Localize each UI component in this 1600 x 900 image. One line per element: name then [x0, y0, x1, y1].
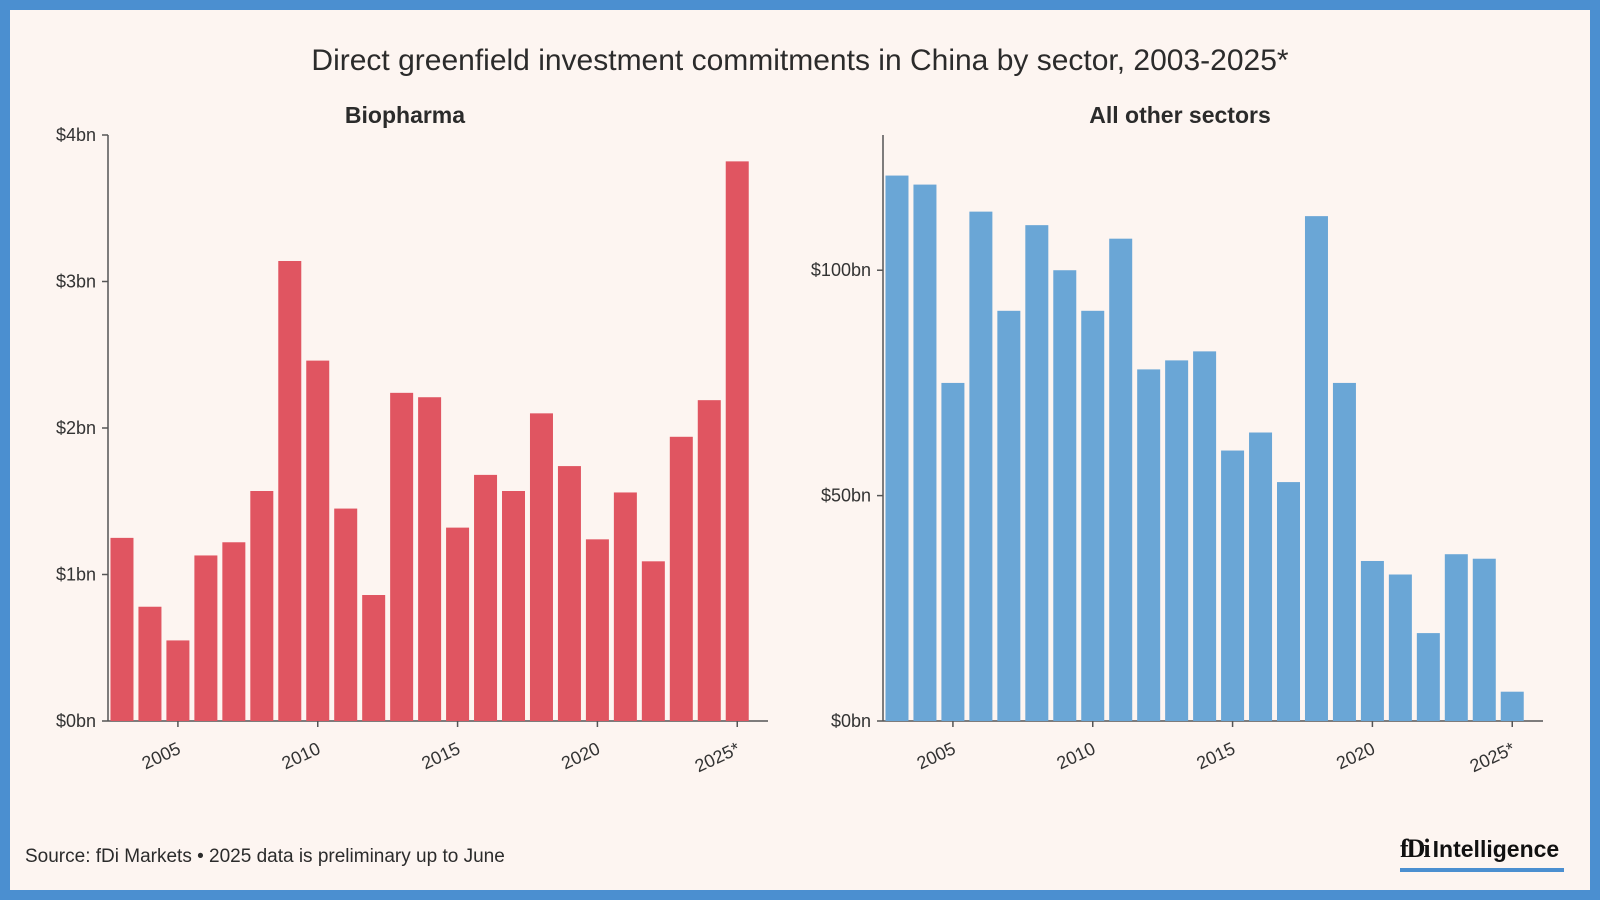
other-sectors-bar-2012	[1137, 369, 1161, 721]
other-sectors-bar-2021	[1388, 574, 1412, 721]
other-sectors-bar-2020	[1360, 560, 1384, 721]
other-sectors-bar-2003	[885, 175, 909, 722]
biopharma-x-tick-label: 2020	[558, 738, 603, 773]
biopharma-bar-2020	[585, 539, 609, 721]
biopharma-bar-2007	[222, 542, 246, 721]
biopharma-y-tick-label: $4bn	[56, 125, 96, 145]
other-sectors-x-tick-label: 2015	[1193, 738, 1238, 773]
other-sectors-bar-2009	[1053, 270, 1077, 721]
panel-title-biopharma: Biopharma	[344, 102, 466, 128]
other-sectors-bar-2004	[913, 184, 937, 722]
other-sectors-bar-2014	[1193, 351, 1217, 721]
logo-mark: fDi	[1400, 834, 1431, 863]
other-sectors-y-tick-label: $100bn	[811, 260, 871, 280]
biopharma-bar-2004	[138, 606, 162, 721]
biopharma-bar-2010	[306, 360, 330, 721]
other-sectors-bar-2013	[1165, 360, 1189, 721]
other-sectors-x-tick-label: 2010	[1054, 738, 1099, 773]
biopharma-bar-2013	[390, 392, 414, 721]
biopharma-bar-2021	[613, 492, 637, 721]
biopharma-y-tick-label: $0bn	[56, 711, 96, 731]
biopharma-bar-2017	[502, 490, 526, 721]
other-sectors-bar-2005	[941, 382, 965, 721]
other-sectors-bar-2019	[1332, 382, 1356, 721]
source-note: Source: fDi Markets • 2025 data is preli…	[25, 846, 505, 867]
biopharma-bar-2003	[110, 537, 134, 721]
biopharma-y-tick-label: $3bn	[56, 272, 96, 292]
other-sectors-x-tick-label: 2025*	[1467, 738, 1518, 776]
biopharma-bar-2012	[362, 595, 386, 721]
biopharma-x-tick-label: 2015	[418, 738, 463, 773]
other-sectors-x-tick-label: 2020	[1333, 738, 1378, 773]
chart-frame: Direct greenfield investment commitments…	[10, 10, 1590, 890]
other-sectors-bar-2022	[1416, 633, 1440, 721]
other-sectors-bar-2023	[1444, 554, 1468, 721]
biopharma-bar-2011	[334, 508, 358, 721]
biopharma-bar-2022	[641, 561, 665, 721]
biopharma-bar-2023	[669, 436, 693, 721]
biopharma-bar-2008	[250, 490, 274, 721]
other-sectors-bar-2011	[1109, 238, 1133, 721]
fdi-intelligence-logo: fDi Intelligence	[1400, 834, 1564, 874]
other-sectors-bar-2016	[1249, 432, 1273, 721]
other-sectors-bar-2017	[1277, 482, 1301, 721]
biopharma-bar-2009	[278, 260, 302, 721]
biopharma-bar-2025*	[725, 161, 749, 721]
charts-svg: $0bn $1bn $2bn $3bn $4bn 2005 2010 2015 2020 2025…	[56, 125, 1543, 776]
other-sectors-bar-2024	[1472, 558, 1496, 721]
biopharma-bar-2016	[474, 474, 498, 721]
biopharma-y-tick-label: $1bn	[56, 565, 96, 585]
biopharma-bar-2018	[529, 413, 553, 721]
biopharma-x-tick-label: 2010	[279, 738, 324, 773]
other-sectors-bar-2008	[1025, 225, 1049, 721]
other-sectors-bar-2010	[1081, 310, 1105, 721]
logo-underline	[1400, 868, 1564, 872]
other-sectors-bar-2006	[969, 211, 993, 721]
logo-brand: Intelligence	[1432, 836, 1560, 862]
biopharma-bar-2015	[446, 527, 470, 721]
biopharma-x-tick-label: 2025*	[692, 738, 743, 776]
biopharma-bar-2024	[697, 400, 721, 721]
other-sectors-y-tick-label: $0bn	[831, 711, 871, 731]
biopharma-x-tick-label: 2005	[139, 738, 184, 773]
other-sectors-bar-2025*	[1500, 691, 1524, 721]
other-sectors-y-tick-label: $50bn	[821, 486, 871, 506]
other-sectors-bar-2007	[997, 310, 1021, 721]
biopharma-bar-2005	[166, 640, 190, 721]
biopharma-bar-2006	[194, 555, 218, 721]
biopharma-y-tick-label: $2bn	[56, 418, 96, 438]
other-sectors-bar-2018	[1304, 216, 1328, 721]
biopharma-bar-2019	[557, 466, 581, 721]
other-sectors-bar-2015	[1221, 450, 1245, 721]
panel-title-other-sectors: All other sectors	[1089, 102, 1271, 128]
biopharma-bar-2014	[418, 397, 442, 721]
other-sectors-x-tick-label: 2005	[914, 738, 959, 773]
chart-title: Direct greenfield investment commitments…	[311, 44, 1289, 77]
